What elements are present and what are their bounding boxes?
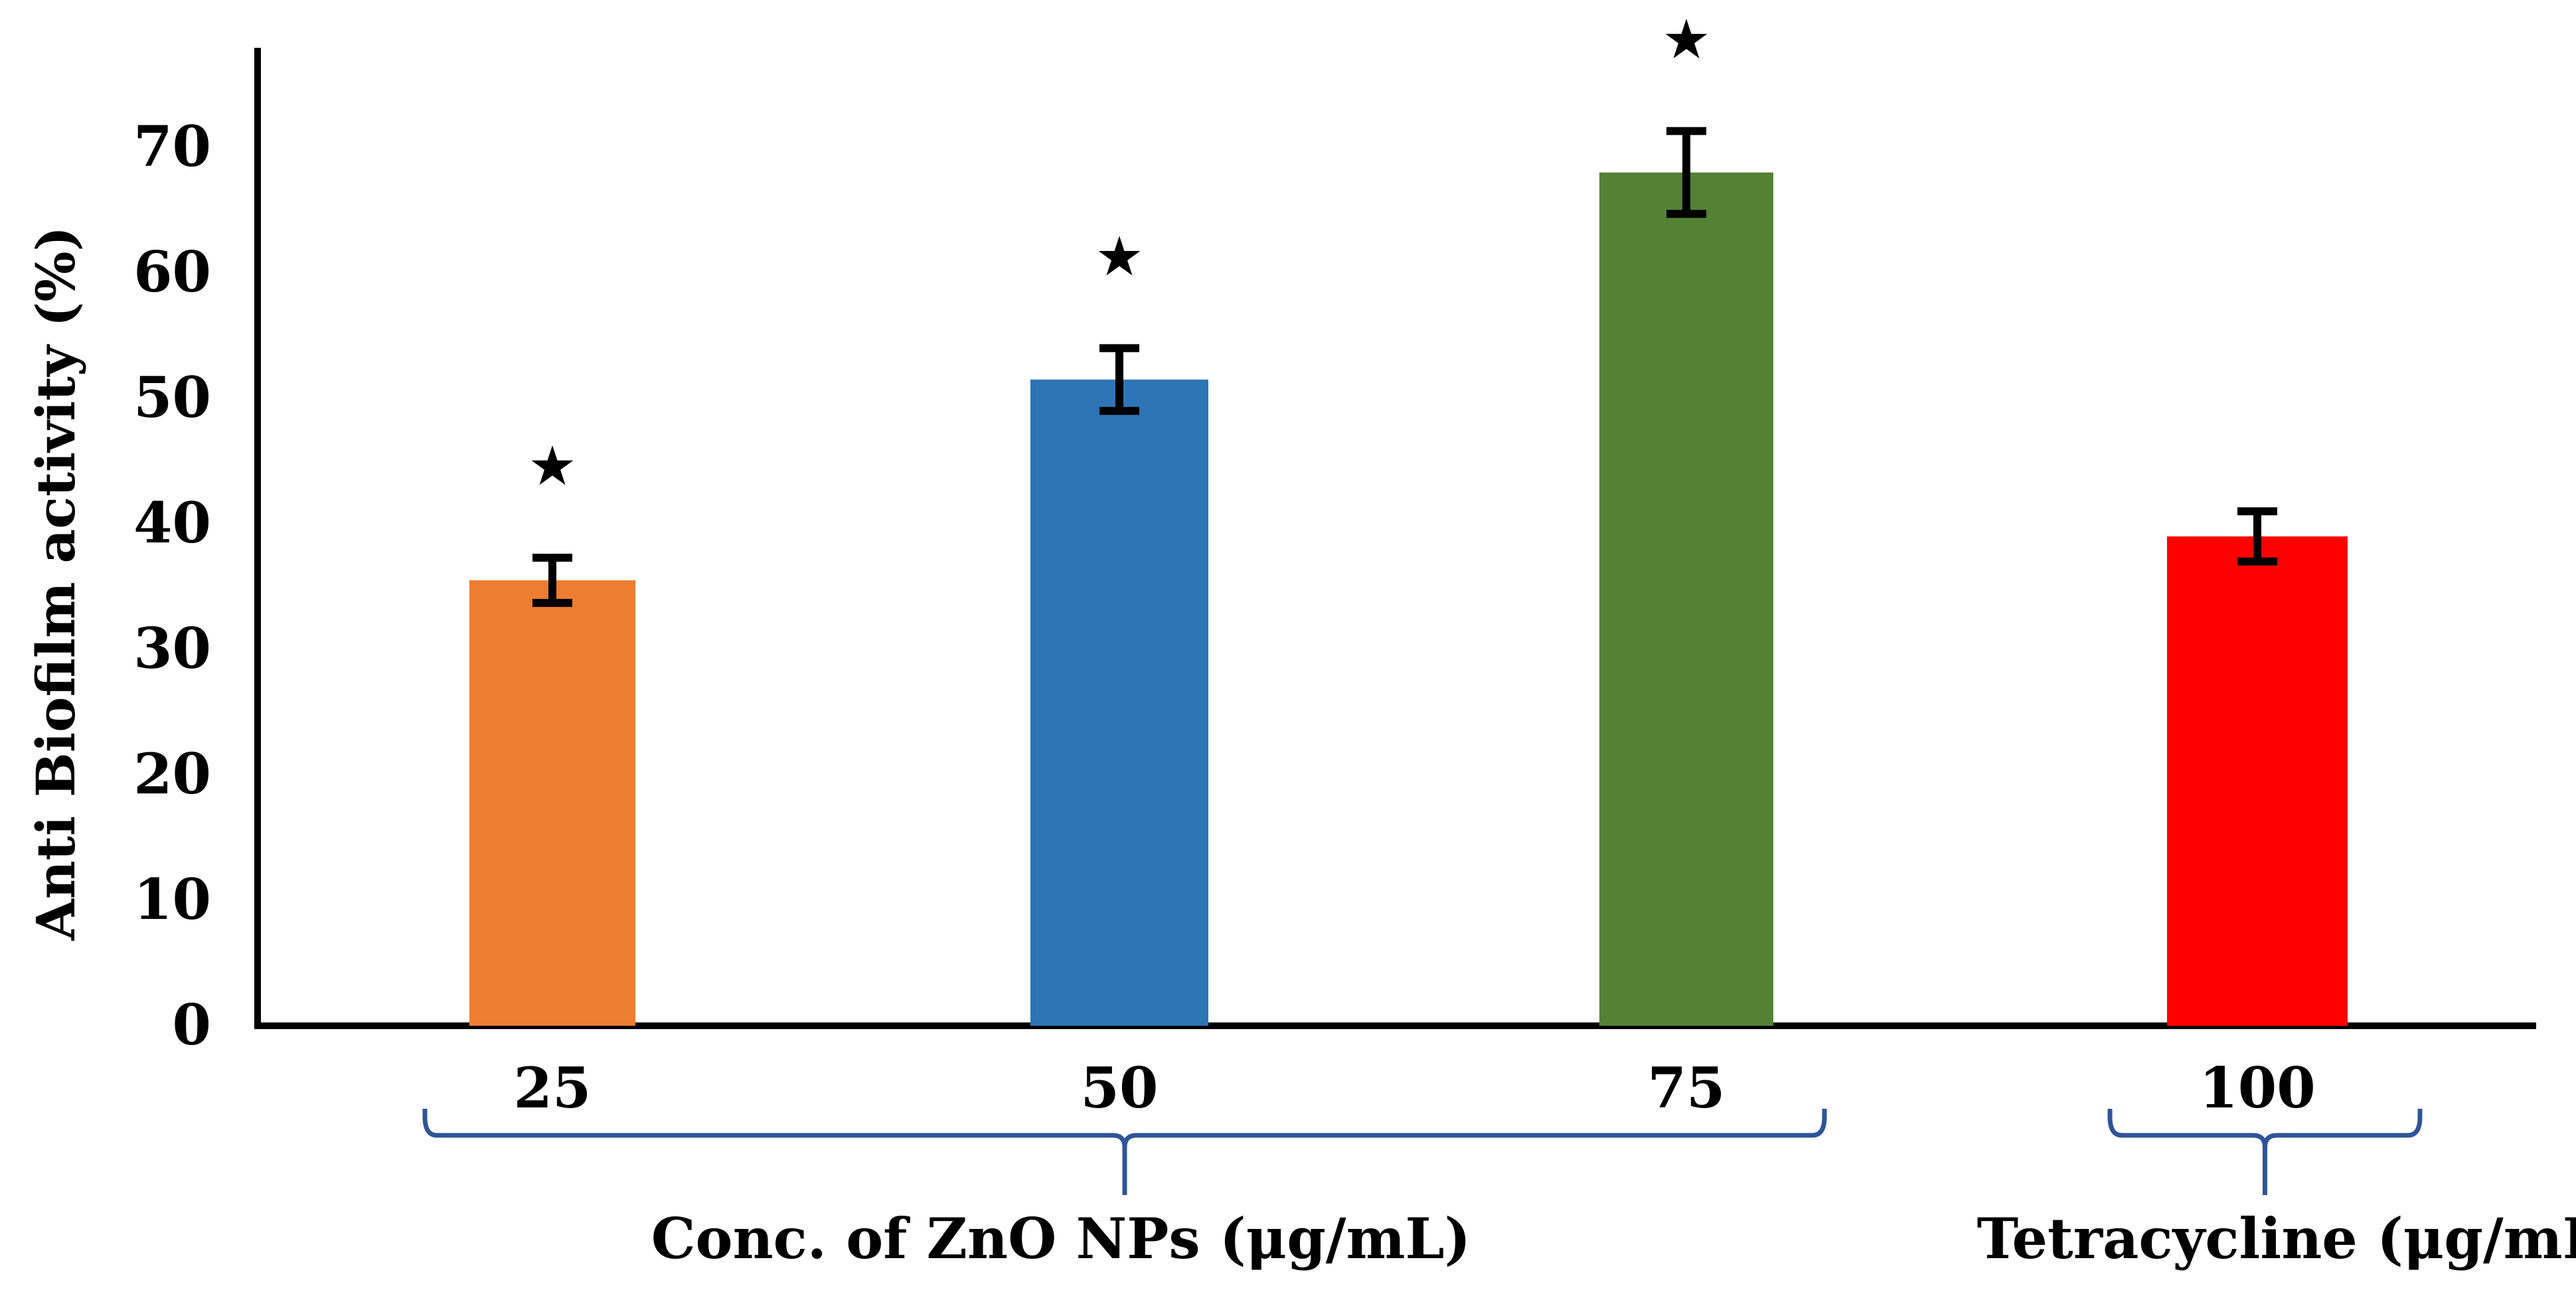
bar-100 bbox=[2167, 536, 2348, 1026]
x-tick-label: 25 bbox=[514, 1055, 592, 1121]
group-bracket-tetracycline bbox=[2107, 1109, 2423, 1195]
significance-star: ★ bbox=[528, 435, 577, 498]
x-tick-label: 100 bbox=[2199, 1055, 2315, 1121]
group-label-tetracycline: Tetracycline (μg/mL) bbox=[1977, 1206, 2576, 1271]
error-bars bbox=[532, 127, 2277, 608]
bar-50 bbox=[1030, 379, 1208, 1026]
group-label-zno: Conc. of ZnO NPs (μg/mL) bbox=[651, 1206, 1471, 1271]
x-tick-label: 50 bbox=[1081, 1055, 1159, 1121]
y-tick-label: 0 bbox=[173, 992, 211, 1058]
x-tick-label: 75 bbox=[1648, 1055, 1726, 1121]
bar-75 bbox=[1599, 172, 1773, 1026]
labels: ★ 25 ★ 50 ★ 75 100 Conc. of ZnO NPs (μg/mL) Tetr… bbox=[422, 8, 2576, 1271]
y-tick-label: 50 bbox=[133, 364, 211, 430]
bars bbox=[469, 172, 2348, 1026]
y-tick-label: 30 bbox=[133, 615, 211, 681]
significance-star: ★ bbox=[1095, 225, 1144, 288]
y-tick-label: 10 bbox=[133, 866, 211, 932]
y-axis-title: Anti Biofilm activity (%) bbox=[25, 226, 87, 941]
y-tick-label: 40 bbox=[133, 490, 211, 556]
group-bracket-zno bbox=[422, 1109, 1827, 1195]
y-tick-label: 20 bbox=[133, 741, 211, 807]
y-tick-label: 70 bbox=[133, 114, 211, 179]
axes: 0 10 20 30 40 50 60 70 Anti Biofilm activity (%) bbox=[25, 48, 2536, 1058]
significance-star: ★ bbox=[1662, 8, 1711, 71]
bar-25 bbox=[469, 580, 635, 1026]
y-tick-label: 60 bbox=[133, 239, 211, 305]
